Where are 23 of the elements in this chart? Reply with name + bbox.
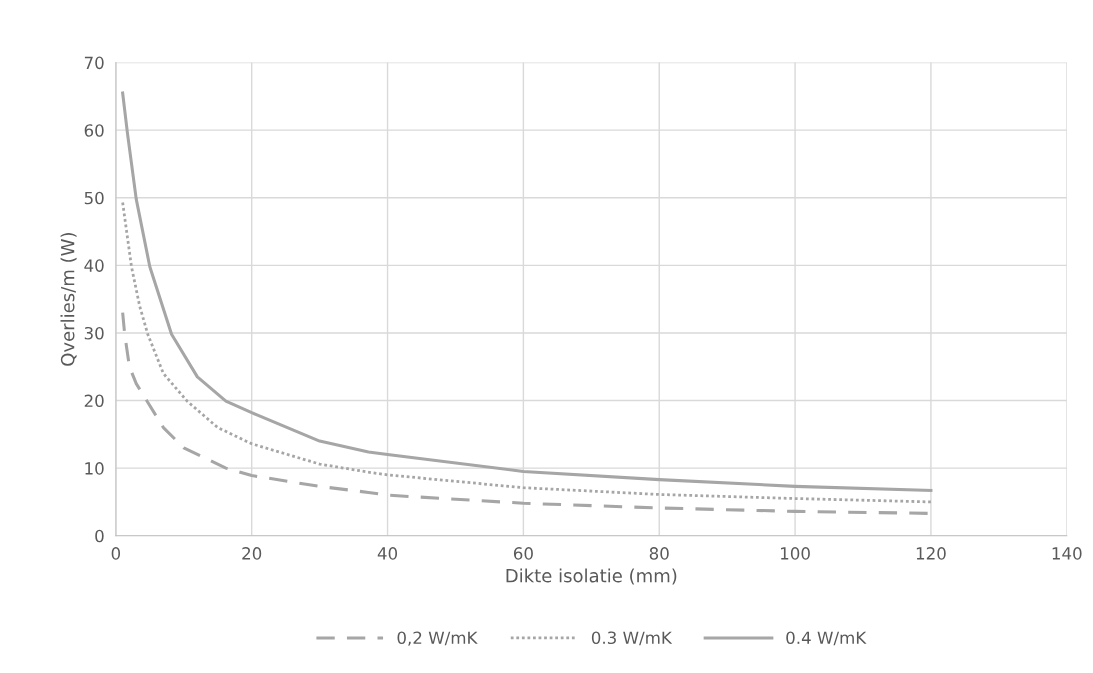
y-tick-label: 10 bbox=[85, 462, 104, 475]
legend-label: 0,2 W/mK bbox=[397, 631, 478, 646]
x-tick-label: 120 bbox=[916, 547, 946, 560]
legend-label: 0.3 W/mK bbox=[591, 631, 673, 646]
y-tick-label: 0 bbox=[95, 529, 104, 543]
x-tick-label: 20 bbox=[242, 547, 262, 560]
x-tick-label: 40 bbox=[377, 547, 398, 560]
legend-label: 0.4 W/mK bbox=[786, 631, 867, 646]
x-tick-label: 60 bbox=[513, 547, 533, 560]
x-axis-title: Dikte isolatie (mm) bbox=[506, 568, 677, 585]
x-tick-label: 0 bbox=[111, 547, 121, 560]
y-tick-label: 40 bbox=[84, 259, 104, 272]
y-tick-label: 50 bbox=[84, 191, 104, 205]
y-axis-title: Qverlies/m (W) bbox=[60, 233, 77, 366]
y-tick-label: 30 bbox=[84, 326, 104, 340]
x-tick-label: 100 bbox=[781, 547, 810, 560]
x-tick-label: 140 bbox=[1052, 547, 1082, 560]
y-tick-label: 70 bbox=[84, 56, 104, 70]
y-tick-label: 20 bbox=[84, 394, 104, 408]
line-series bbox=[121, 91, 933, 492]
x-tick-label: 80 bbox=[649, 547, 669, 560]
line-series bbox=[121, 201, 933, 504]
y-tick-label: 60 bbox=[84, 124, 104, 137]
